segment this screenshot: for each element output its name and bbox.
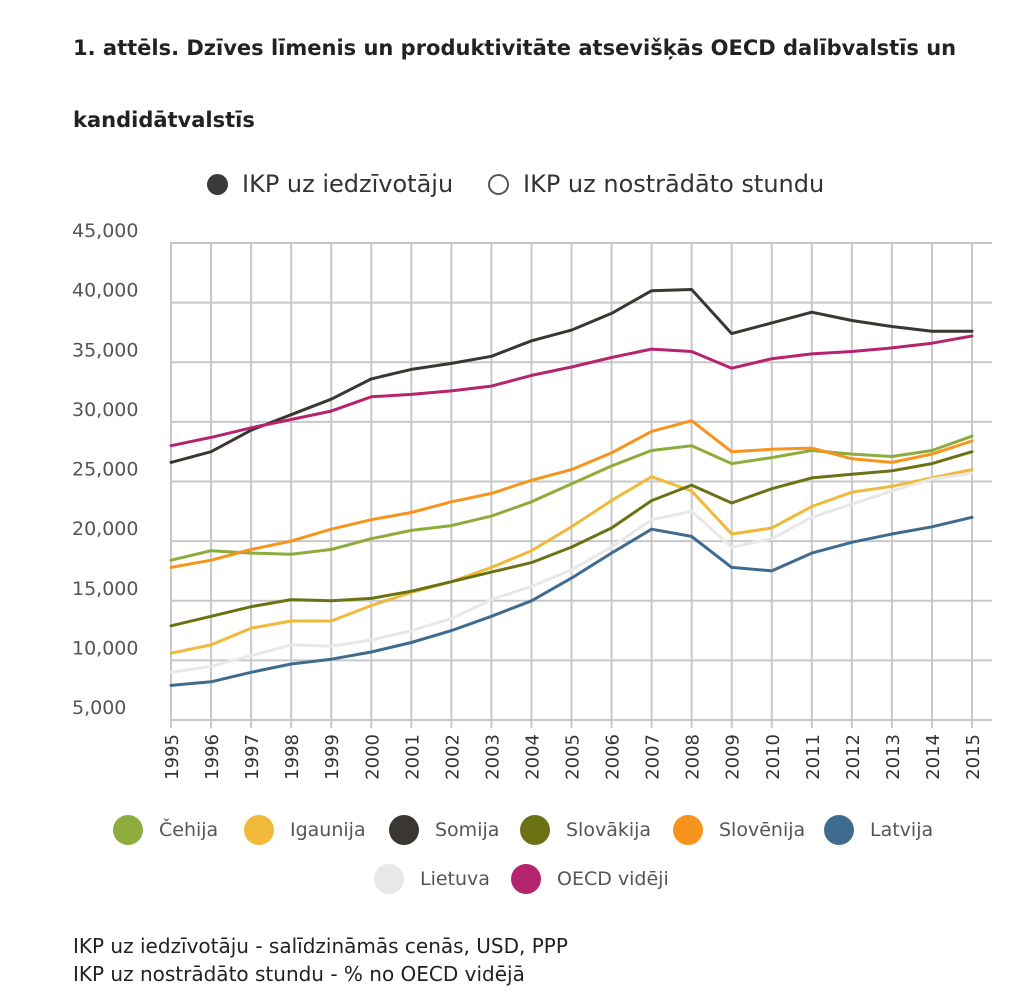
x-tick-label: 2007 bbox=[643, 734, 664, 780]
chart-notes: IKP uz iedzīvotāju - salīdzināmās cenās,… bbox=[73, 932, 568, 988]
x-tick-label: 2001 bbox=[402, 734, 423, 780]
y-tick-label: 40,000 bbox=[72, 280, 138, 302]
legend-swatch-icon bbox=[113, 815, 143, 845]
legend-swatch-icon bbox=[511, 864, 541, 894]
y-tick-label: 35,000 bbox=[72, 339, 138, 361]
series-line bbox=[169, 334, 974, 448]
toggle-gdp-per-capita-label: IKP uz iedzīvotāju bbox=[242, 170, 454, 198]
legend-item[interactable]: Slovēnija bbox=[673, 815, 805, 845]
legend-label: Lietuva bbox=[420, 868, 490, 890]
legend-label: Igaunija bbox=[290, 819, 366, 841]
x-tick-label: 2003 bbox=[482, 734, 503, 780]
x-tick-label: 2015 bbox=[963, 734, 984, 780]
y-tick-label: 10,000 bbox=[72, 637, 138, 659]
toggle-gdp-per-hour-label: IKP uz nostrādāto stundu bbox=[523, 170, 825, 198]
legend-swatch-icon bbox=[673, 815, 703, 845]
y-axis-tick-labels: 5,000 10,000 15,000 20,000 25,000 30,000 35,00… bbox=[72, 220, 138, 719]
legend-swatch-icon bbox=[389, 815, 419, 845]
legend-item[interactable]: Latvija bbox=[824, 815, 933, 845]
legend-swatch-icon bbox=[824, 815, 854, 845]
horizontal-gridlines bbox=[170, 242, 992, 721]
y-tick-label: 15,000 bbox=[72, 578, 138, 600]
y-tick-label: 20,000 bbox=[72, 518, 138, 540]
x-tick-label: 2013 bbox=[883, 734, 904, 780]
note-gdp-per-hour: IKP uz nostrādāto stundu - % no OECD vid… bbox=[73, 962, 525, 986]
x-axis-tick-labels: 1995 1996 1997 1998 1999 2000 2001 2002 2003 2004… bbox=[162, 734, 984, 780]
toggle-gdp-per-capita[interactable]: IKP uz iedzīvotāju bbox=[207, 166, 453, 202]
series-line bbox=[169, 468, 974, 655]
legend-label: Slovākija bbox=[566, 819, 652, 841]
legend-label: Somija bbox=[435, 819, 500, 841]
note-gdp-per-capita: IKP uz iedzīvotāju - salīdzināmās cenās,… bbox=[73, 934, 568, 958]
legend-label: Čehija bbox=[159, 819, 219, 841]
series-line bbox=[169, 419, 974, 569]
x-tick-label: 2002 bbox=[442, 734, 463, 780]
x-tick-label: 1997 bbox=[242, 734, 263, 780]
x-tick-label: 2014 bbox=[923, 734, 944, 780]
legend-swatch-icon bbox=[244, 815, 274, 845]
y-tick-label: 5,000 bbox=[72, 697, 126, 719]
x-tick-label: 2006 bbox=[603, 734, 624, 780]
series-line bbox=[169, 288, 974, 464]
x-tick-label: 1996 bbox=[202, 734, 223, 780]
legend-label: Slovēnija bbox=[719, 819, 806, 841]
legend-item[interactable]: Čehija bbox=[113, 815, 218, 845]
line-chart: 5,000 10,000 15,000 20,000 25,000 30,000 35,00… bbox=[72, 220, 992, 780]
legend-item[interactable]: Slovākija bbox=[520, 815, 651, 845]
y-tick-label: 25,000 bbox=[72, 459, 138, 481]
y-tick-label: 30,000 bbox=[72, 399, 138, 421]
x-tick-label: 2005 bbox=[563, 734, 584, 780]
x-tick-label: 1998 bbox=[282, 734, 303, 780]
series-line bbox=[169, 434, 974, 562]
legend-swatch-icon bbox=[520, 815, 550, 845]
x-tick-label: 2004 bbox=[522, 734, 543, 780]
x-tick-label: 2012 bbox=[843, 734, 864, 780]
legend-label: Latvija bbox=[870, 819, 934, 841]
legend-swatch-icon bbox=[374, 864, 404, 894]
chart-title: 1. attēls. Dzīves līmenis un produktivit… bbox=[73, 36, 957, 132]
x-tick-label: 1999 bbox=[322, 734, 343, 780]
legend-item[interactable]: Igaunija bbox=[244, 815, 366, 845]
toggle-gdp-per-hour[interactable]: IKP uz nostrādāto stundu bbox=[488, 166, 824, 202]
series-lines bbox=[169, 288, 974, 687]
legend-item[interactable]: Lietuva bbox=[374, 864, 490, 894]
x-tick-label: 2011 bbox=[803, 734, 824, 780]
x-tick-label: 2010 bbox=[763, 734, 784, 780]
x-tick-label: 2000 bbox=[362, 734, 383, 780]
series-line bbox=[169, 450, 974, 628]
x-tick-label: 2008 bbox=[683, 734, 704, 780]
legend-label: OECD vidēji bbox=[557, 868, 669, 890]
filled-circle-icon bbox=[207, 173, 228, 195]
legend-item[interactable]: Somija bbox=[389, 815, 499, 845]
series-line bbox=[169, 515, 974, 687]
y-tick-label: 45,000 bbox=[72, 220, 138, 242]
empty-circle-icon bbox=[488, 173, 509, 195]
legend-item[interactable]: OECD vidēji bbox=[511, 864, 669, 894]
series-line bbox=[169, 471, 974, 674]
x-tick-label: 1995 bbox=[162, 734, 183, 780]
x-tick-label: 2009 bbox=[723, 734, 744, 780]
